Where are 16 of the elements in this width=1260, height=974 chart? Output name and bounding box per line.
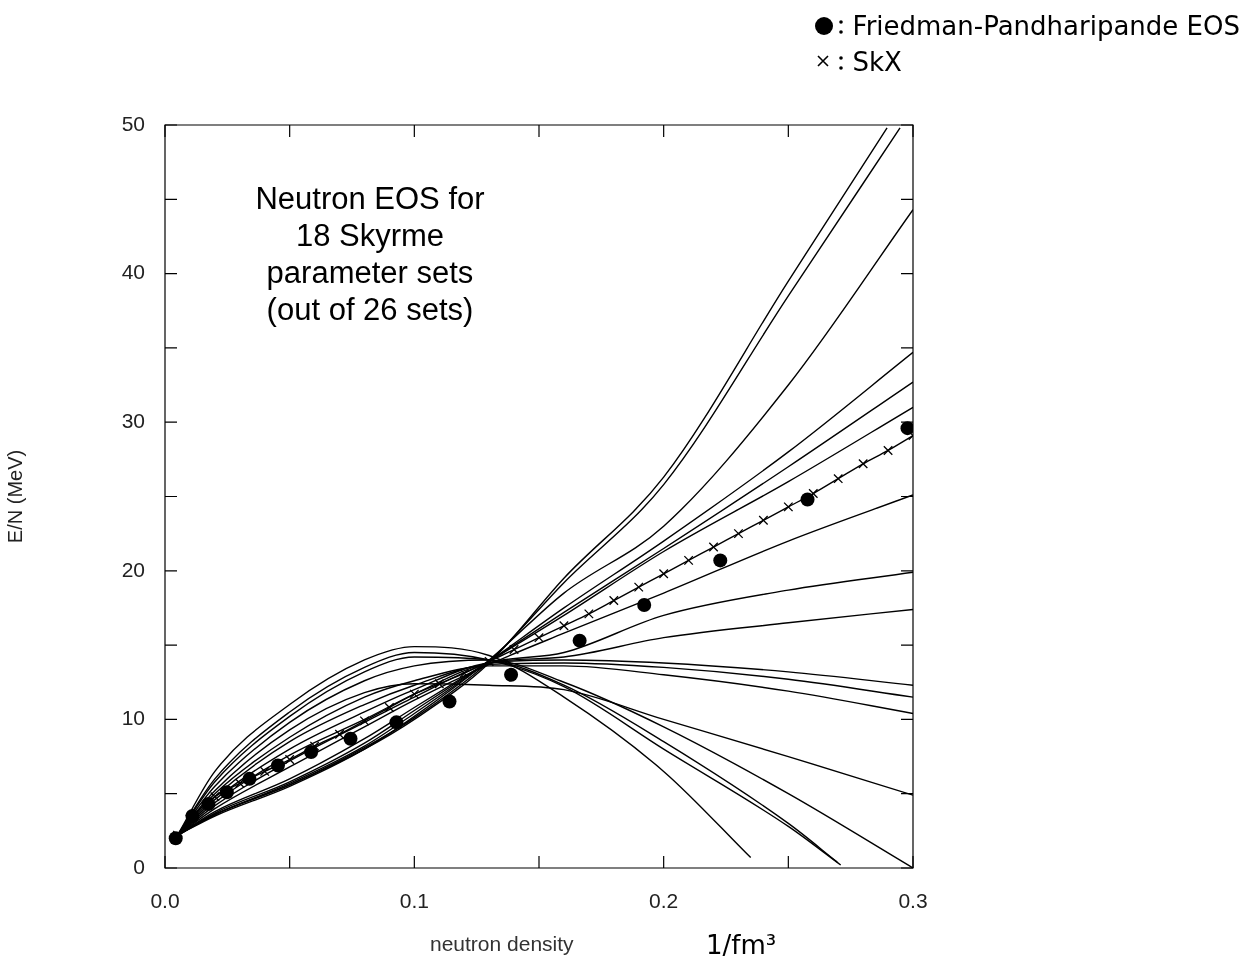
y-axis-title: E/N (MeV) xyxy=(3,449,26,544)
x-axis-title: neutron density xyxy=(430,932,574,956)
x-tick-label: 0.3 xyxy=(898,889,928,913)
x-tick-label: 0.2 xyxy=(649,889,679,913)
y-tick-label: 30 xyxy=(121,409,145,432)
x-tick-label: 0.0 xyxy=(150,889,180,913)
text: 1/fm³ xyxy=(706,930,777,960)
y-tick-label: 50 xyxy=(121,111,145,135)
y-tick-label: 20 xyxy=(121,557,145,581)
y-tick-label: 10 xyxy=(121,706,145,730)
legend-label: Friedman-Pandharipande EOS xyxy=(852,10,1240,43)
legend-label: SkX xyxy=(852,46,902,79)
annotation: Neutron EOS for 18 Skyrme parameter sets (out of 26 sets) xyxy=(254,180,486,328)
y-tick-label: 40 xyxy=(121,260,145,284)
y-tick-label: 0 xyxy=(133,854,145,878)
x-tick-label: 0.1 xyxy=(399,889,429,913)
